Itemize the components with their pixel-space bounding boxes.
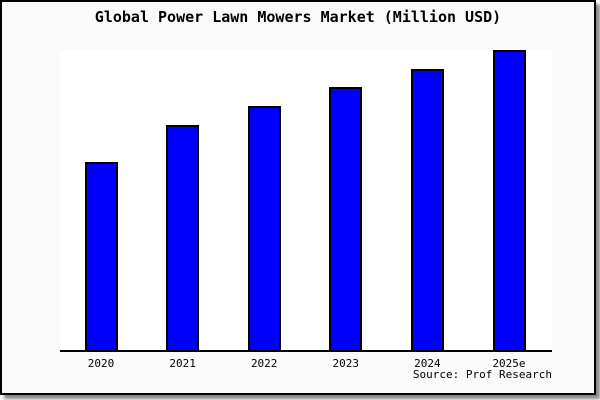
plot-area (60, 50, 552, 352)
bar (247, 106, 281, 350)
bar (166, 125, 200, 350)
source-text: Source: Prof Research (412, 368, 552, 381)
x-tick-label: 2020 (87, 357, 115, 370)
x-tick-label: 2025e (492, 357, 526, 370)
x-tick-label: 2021 (169, 357, 196, 370)
x-tick-label: 2022 (250, 357, 278, 370)
x-tick-label: 2023 (332, 357, 360, 370)
bar (84, 162, 118, 350)
bar (492, 50, 526, 350)
x-tick-label: 2024 (414, 357, 441, 370)
chart-title: Global Power Lawn Mowers Market (Million… (94, 8, 502, 26)
bar (329, 87, 363, 350)
bar (410, 69, 444, 350)
